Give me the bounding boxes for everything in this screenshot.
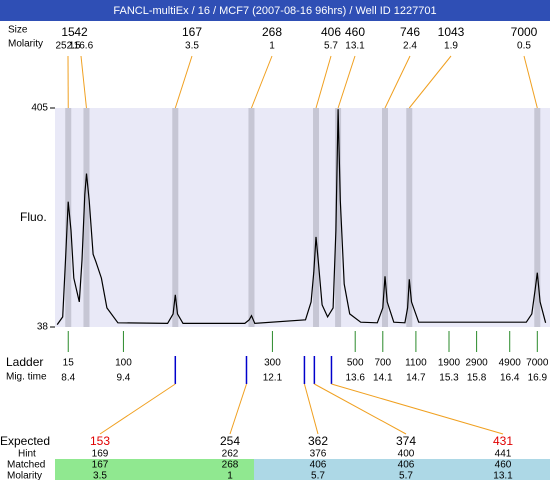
matched-molarity: 1	[227, 471, 233, 480]
ladder-time: 16.9	[528, 373, 548, 384]
peak-band	[248, 108, 255, 327]
matched-molarity: 5.7	[311, 471, 325, 480]
y-tick-label: 405	[31, 103, 48, 114]
found-size: 406	[321, 25, 341, 39]
found-molarity: 5.7	[324, 41, 338, 52]
peak-connector	[408, 55, 452, 109]
expected-connector	[99, 383, 176, 435]
found-size: 746	[400, 25, 420, 39]
matched-size: 167	[92, 460, 109, 471]
matched-blue-band	[254, 459, 550, 480]
ladder-size: 7000	[526, 358, 549, 369]
found-size-label: Size	[8, 25, 28, 36]
found-molarity: 1.9	[444, 41, 458, 52]
found-molarity: 2.4	[403, 41, 417, 52]
ladder-size: 4900	[499, 358, 522, 369]
peak-band	[335, 108, 342, 327]
title-bar	[0, 0, 550, 21]
found-size: 7000	[511, 25, 538, 39]
title: FANCL-multiEx / 16 / MCF7 (2007-08-16 96…	[113, 5, 436, 17]
trace	[56, 109, 547, 325]
found-size: 42	[74, 25, 88, 39]
ladder-size: 1100	[405, 358, 427, 369]
expected-connector	[303, 383, 319, 435]
peak-band	[534, 108, 541, 327]
matched-molarity: 13.1	[493, 471, 513, 480]
peak-band	[172, 108, 179, 327]
found-molarity: 0.5	[517, 41, 531, 52]
matched-size: 406	[398, 460, 415, 471]
ladder-time: 13.6	[345, 373, 365, 384]
ladder-time: 16.4	[500, 373, 520, 384]
hint-size: 376	[310, 449, 327, 460]
found-size: 268	[262, 25, 282, 39]
found-size: 167	[182, 25, 202, 39]
peak-band	[83, 108, 90, 327]
ladder-size: 2900	[465, 358, 488, 369]
peak-connector	[523, 55, 538, 109]
matched-size: 406	[310, 460, 327, 471]
found-size: 1043	[438, 25, 465, 39]
peak-band	[382, 108, 388, 327]
found-size: 15	[61, 25, 75, 39]
ladder-size: 100	[115, 358, 132, 369]
peak-connector	[250, 55, 273, 109]
y-axis-label: Fluo.	[20, 210, 47, 224]
peak-band	[65, 108, 72, 327]
ladder-time: 14.7	[406, 373, 426, 384]
found-molarity: 116.6	[69, 41, 94, 52]
expected-size: 153	[90, 434, 110, 448]
mig-time-label: Mig. time	[6, 372, 47, 383]
peak-band	[406, 108, 413, 327]
ladder-size: 500	[347, 358, 364, 369]
matched-size: 268	[222, 460, 239, 471]
found-molarity: 13.1	[345, 41, 365, 52]
ladder-time: 14.1	[373, 373, 393, 384]
found-molarity: 252.5	[55, 41, 80, 52]
ladder-time: 15.3	[439, 373, 459, 384]
matched-green-band	[55, 459, 254, 480]
ladder-time: 15.8	[467, 373, 487, 384]
peak-connector	[80, 55, 87, 109]
expected-size: 431	[493, 434, 513, 448]
hint-size: 441	[495, 449, 512, 460]
found-molarity: 1	[269, 41, 275, 52]
hint-size: 262	[222, 449, 239, 460]
matched-size: 460	[495, 460, 512, 471]
plot-area	[55, 108, 550, 327]
peak-connector	[337, 55, 356, 109]
ladder-size: 1900	[438, 358, 461, 369]
peak-connector	[384, 55, 411, 109]
ladder-size: 700	[374, 358, 391, 369]
found-molarity: 3.5	[185, 41, 199, 52]
expected-connector	[331, 383, 504, 435]
expected-size: 254	[220, 434, 240, 448]
ladder-time: 12.1	[263, 373, 283, 384]
expected-connector	[229, 383, 247, 435]
hint-size: 400	[398, 449, 415, 460]
hint-label: Hint	[18, 449, 36, 460]
peak-connector	[174, 55, 193, 109]
hint-size: 169	[92, 449, 109, 460]
y-tick-label: 38	[37, 322, 49, 333]
matched-molarity: 5.7	[399, 471, 413, 480]
ladder-time: 9.4	[116, 373, 130, 384]
molarity-label: Molarity	[7, 471, 42, 480]
ladder-time: 8.4	[61, 373, 75, 384]
ladder-size: 300	[264, 358, 281, 369]
ladder-label: Ladder	[6, 355, 43, 369]
found-molarity-label: Molarity	[8, 39, 43, 50]
ladder-size: 15	[63, 358, 75, 369]
expected-label: Expected	[0, 434, 50, 448]
matched-label: Matched	[7, 460, 45, 471]
peak-band	[313, 108, 320, 327]
expected-size: 374	[396, 434, 416, 448]
expected-size: 362	[308, 434, 328, 448]
matched-molarity: 3.5	[93, 471, 107, 480]
peak-connector	[315, 55, 332, 109]
expected-connector	[314, 383, 407, 435]
found-size: 460	[345, 25, 365, 39]
